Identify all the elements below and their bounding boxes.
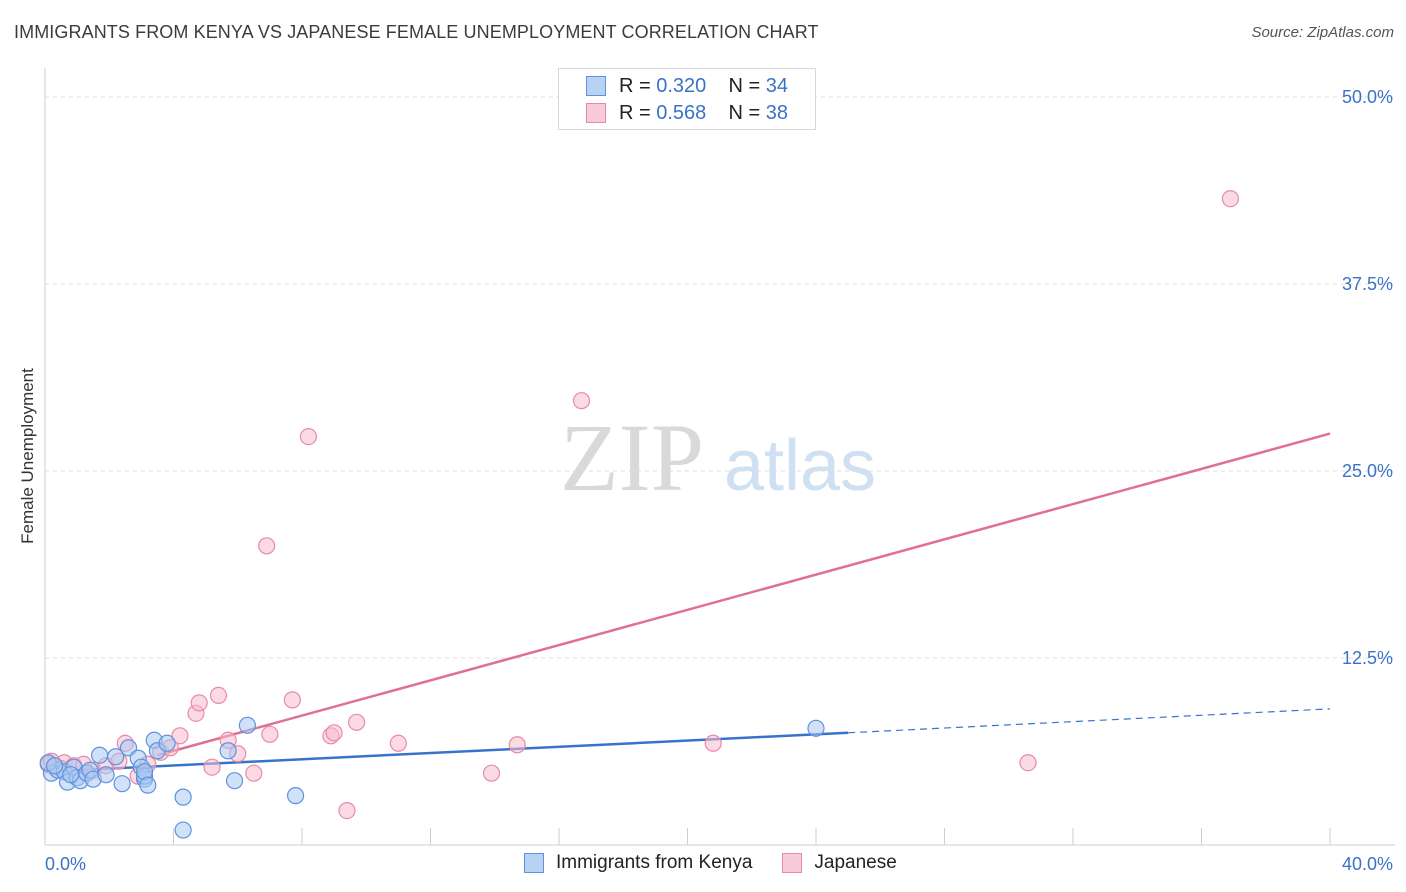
kenya-point xyxy=(91,746,109,764)
legend-n-label: N = xyxy=(728,74,766,97)
kenya-point xyxy=(46,757,64,775)
kenya-point xyxy=(62,766,80,784)
japanese-point xyxy=(508,736,526,754)
japanese-point xyxy=(1221,190,1240,208)
axes xyxy=(44,68,1395,846)
japanese-point xyxy=(348,713,366,731)
kenya-point xyxy=(807,719,825,737)
legend-swatch-japanese xyxy=(586,103,606,123)
japanese-point xyxy=(245,764,263,782)
kenya-point xyxy=(225,772,244,790)
watermark: ZIP atlas xyxy=(560,404,876,511)
legend-label-japanese: Japanese xyxy=(814,852,897,873)
y-tick-label: 25.0% xyxy=(1342,461,1393,481)
kenya-point xyxy=(219,742,237,760)
data-points xyxy=(39,190,1240,839)
series-legend: Immigrants from Kenya Japanese xyxy=(524,852,927,874)
japanese-point xyxy=(338,801,356,820)
legend-swatch-kenya xyxy=(524,853,544,873)
legend-r-value: 0.320 xyxy=(656,74,707,97)
kenya-point xyxy=(238,716,256,734)
japanese-point xyxy=(482,764,501,782)
japanese-point xyxy=(1019,754,1037,772)
japanese-point xyxy=(325,724,343,742)
x-tick-label-min: 0.0% xyxy=(45,854,86,874)
legend-row-japanese: R = 0.568 N = 38 xyxy=(586,101,789,125)
y-tick-label: 12.5% xyxy=(1342,648,1393,668)
legend-r-label: R = xyxy=(619,101,657,124)
japanese-point xyxy=(171,727,189,745)
japanese-point xyxy=(261,725,279,743)
legend-r-value: 0.568 xyxy=(656,101,707,124)
legend-n-value: 34 xyxy=(765,74,789,97)
legend-row-kenya: R = 0.320 N = 34 xyxy=(586,74,789,98)
kenya-point xyxy=(107,748,125,766)
japanese-point xyxy=(190,694,208,712)
japanese-point xyxy=(704,734,722,752)
japanese-point xyxy=(572,392,591,410)
japanese-point xyxy=(258,537,276,555)
gridlines xyxy=(45,96,1395,659)
watermark-zip: ZIP xyxy=(560,404,704,511)
kenya-trend-extension xyxy=(848,708,1331,734)
japanese-trend-line xyxy=(157,432,1331,757)
y-tick-label: 37.5% xyxy=(1342,274,1393,294)
kenya-point xyxy=(139,776,157,794)
correlation-legend: R = 0.320 N = 34 R = 0.568 N = 38 xyxy=(558,68,816,130)
legend-swatch-japanese xyxy=(782,853,803,873)
watermark-atlas: atlas xyxy=(724,426,876,506)
japanese-point xyxy=(283,691,301,709)
source-label: Source: ZipAtlas.com xyxy=(1251,24,1394,41)
legend-label-kenya: Immigrants from Kenya xyxy=(556,852,753,873)
kenya-point xyxy=(158,734,176,752)
kenya-point xyxy=(286,787,305,805)
kenya-point xyxy=(174,788,192,806)
legend-r-label: R = xyxy=(619,74,657,97)
japanese-point xyxy=(209,686,228,705)
legend-swatch-kenya xyxy=(586,76,606,96)
japanese-point xyxy=(389,734,407,752)
legend-n-label: N = xyxy=(728,101,766,124)
kenya-point xyxy=(97,766,115,784)
x-tick-label-max: 40.0% xyxy=(1342,854,1393,874)
legend-n-value: 38 xyxy=(765,101,789,124)
japanese-point xyxy=(203,758,221,776)
legend-item-kenya[interactable]: Immigrants from Kenya xyxy=(524,852,752,874)
kenya-point xyxy=(113,775,131,793)
y-tick-labels: 12.5% 25.0% 37.5% 50.0% 0.0% 40.0% xyxy=(45,87,1393,874)
chart-title: IMMIGRANTS FROM KENYA VS JAPANESE FEMALE… xyxy=(14,22,819,42)
kenya-point xyxy=(174,821,192,839)
legend-item-japanese[interactable]: Japanese xyxy=(782,852,897,874)
japanese-point xyxy=(299,427,318,446)
y-tick-label: 50.0% xyxy=(1342,87,1393,107)
